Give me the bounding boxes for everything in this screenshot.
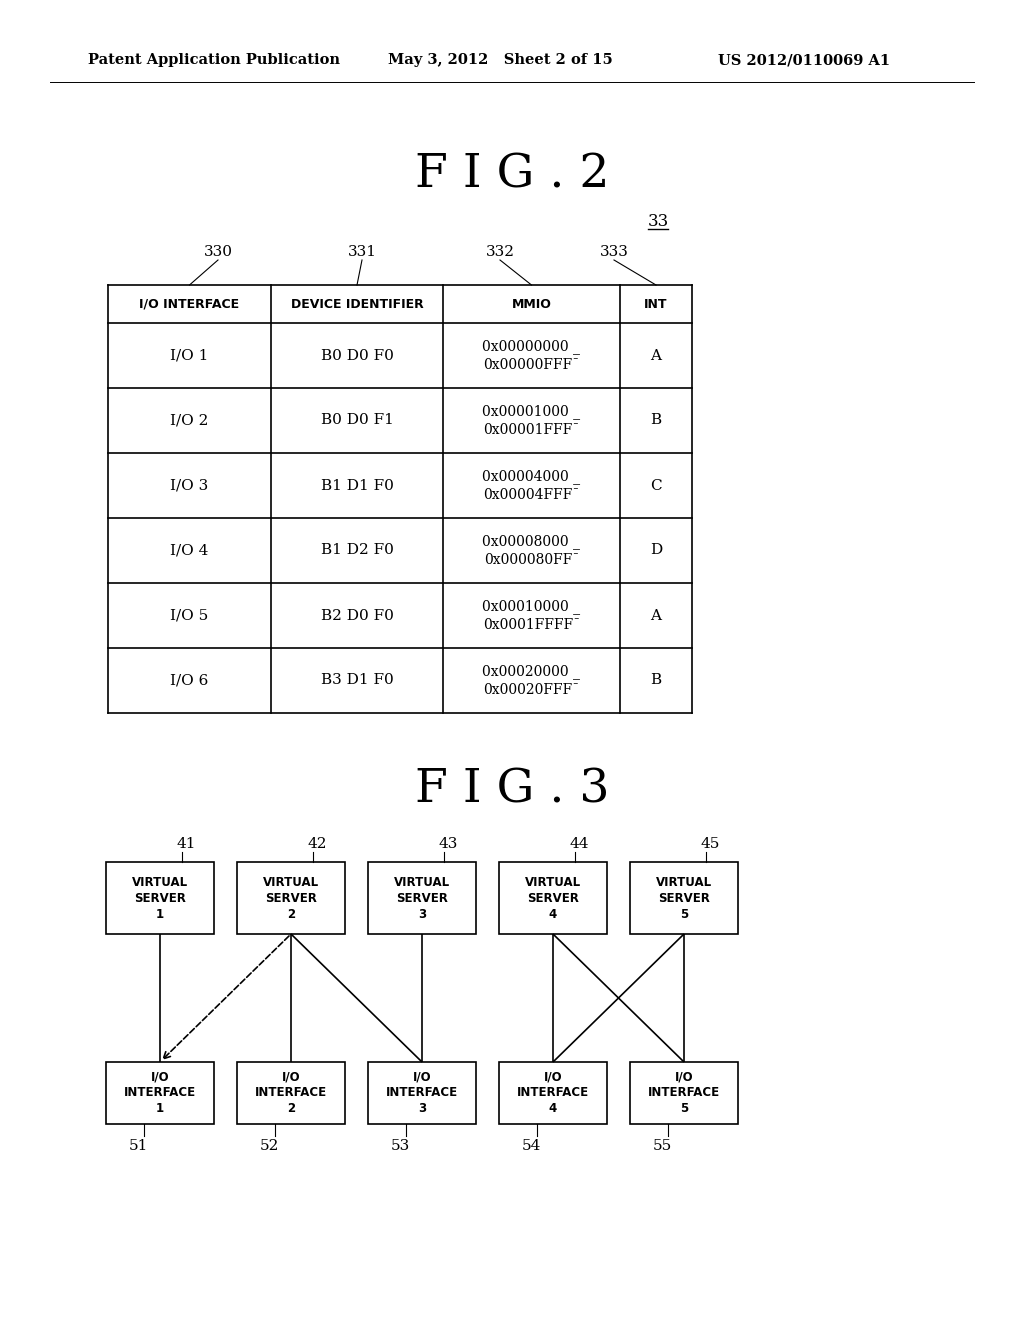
Text: 51: 51 bbox=[129, 1139, 148, 1152]
Text: 333: 333 bbox=[600, 246, 629, 259]
Text: VIRTUAL
SERVER
2: VIRTUAL SERVER 2 bbox=[263, 875, 319, 920]
Text: 332: 332 bbox=[485, 246, 514, 259]
Text: F I G . 2: F I G . 2 bbox=[415, 152, 609, 198]
Text: I/O 6: I/O 6 bbox=[170, 673, 209, 688]
Text: B0 D0 F0: B0 D0 F0 bbox=[321, 348, 393, 363]
Text: I/O INTERFACE: I/O INTERFACE bbox=[139, 297, 240, 310]
Text: B: B bbox=[650, 673, 662, 688]
Text: B2 D0 F0: B2 D0 F0 bbox=[321, 609, 393, 623]
Text: I/O 3: I/O 3 bbox=[170, 479, 209, 492]
Text: 54: 54 bbox=[522, 1139, 542, 1152]
Text: INT: INT bbox=[644, 297, 668, 310]
Bar bbox=[368, 1063, 476, 1125]
Text: B0 D0 F1: B0 D0 F1 bbox=[321, 413, 393, 428]
Text: I/O
INTERFACE
5: I/O INTERFACE 5 bbox=[648, 1071, 720, 1115]
Text: A: A bbox=[650, 609, 662, 623]
Bar bbox=[499, 862, 607, 935]
Text: 43: 43 bbox=[439, 837, 459, 851]
Text: 45: 45 bbox=[700, 837, 720, 851]
Text: B3 D1 F0: B3 D1 F0 bbox=[321, 673, 393, 688]
Text: I/O
INTERFACE
1: I/O INTERFACE 1 bbox=[124, 1071, 196, 1115]
Text: 33: 33 bbox=[647, 214, 669, 231]
Text: B1 D2 F0: B1 D2 F0 bbox=[321, 544, 393, 557]
Text: 0x00001000 _
0x00001FFF¯: 0x00001000 _ 0x00001FFF¯ bbox=[482, 404, 581, 437]
Text: 55: 55 bbox=[653, 1139, 673, 1152]
Text: VIRTUAL
SERVER
1: VIRTUAL SERVER 1 bbox=[132, 875, 188, 920]
Text: VIRTUAL
SERVER
5: VIRTUAL SERVER 5 bbox=[656, 875, 712, 920]
Text: 0x00000000 _
0x00000FFF¯: 0x00000000 _ 0x00000FFF¯ bbox=[482, 339, 581, 372]
Text: C: C bbox=[650, 479, 662, 492]
Text: MMIO: MMIO bbox=[512, 297, 552, 310]
Bar bbox=[368, 862, 476, 935]
Text: Patent Application Publication: Patent Application Publication bbox=[88, 53, 340, 67]
Bar bbox=[630, 1063, 738, 1125]
Text: I/O 5: I/O 5 bbox=[170, 609, 209, 623]
Bar bbox=[499, 1063, 607, 1125]
Text: I/O 4: I/O 4 bbox=[170, 544, 209, 557]
Text: VIRTUAL
SERVER
4: VIRTUAL SERVER 4 bbox=[525, 875, 581, 920]
Bar bbox=[237, 862, 345, 935]
Text: A: A bbox=[650, 348, 662, 363]
Text: 330: 330 bbox=[204, 246, 232, 259]
Text: 52: 52 bbox=[260, 1139, 280, 1152]
Text: 53: 53 bbox=[391, 1139, 411, 1152]
Text: 0x00008000 _
0x000080FF¯: 0x00008000 _ 0x000080FF¯ bbox=[482, 533, 581, 568]
Text: I/O
INTERFACE
2: I/O INTERFACE 2 bbox=[255, 1071, 327, 1115]
Text: 41: 41 bbox=[177, 837, 197, 851]
Text: I/O
INTERFACE
4: I/O INTERFACE 4 bbox=[517, 1071, 589, 1115]
Text: May 3, 2012   Sheet 2 of 15: May 3, 2012 Sheet 2 of 15 bbox=[388, 53, 612, 67]
Text: I/O
INTERFACE
3: I/O INTERFACE 3 bbox=[386, 1071, 458, 1115]
Text: F I G . 3: F I G . 3 bbox=[415, 767, 609, 813]
Bar bbox=[237, 1063, 345, 1125]
Bar bbox=[106, 862, 214, 935]
Text: I/O 2: I/O 2 bbox=[170, 413, 209, 428]
Text: 331: 331 bbox=[347, 246, 377, 259]
Text: DEVICE IDENTIFIER: DEVICE IDENTIFIER bbox=[291, 297, 423, 310]
Text: B1 D1 F0: B1 D1 F0 bbox=[321, 479, 393, 492]
Text: 44: 44 bbox=[569, 837, 590, 851]
Text: VIRTUAL
SERVER
3: VIRTUAL SERVER 3 bbox=[394, 875, 451, 920]
Text: 42: 42 bbox=[308, 837, 328, 851]
Text: US 2012/0110069 A1: US 2012/0110069 A1 bbox=[718, 53, 890, 67]
Text: 0x00010000 _
0x0001FFFF¯: 0x00010000 _ 0x0001FFFF¯ bbox=[482, 599, 581, 632]
Bar bbox=[630, 862, 738, 935]
Text: D: D bbox=[650, 544, 663, 557]
Text: 0x00004000 _
0x00004FFF¯: 0x00004000 _ 0x00004FFF¯ bbox=[482, 469, 581, 502]
Text: B: B bbox=[650, 413, 662, 428]
Text: 0x00020000 _
0x00020FFF¯: 0x00020000 _ 0x00020FFF¯ bbox=[482, 664, 581, 697]
Bar bbox=[106, 1063, 214, 1125]
Text: I/O 1: I/O 1 bbox=[170, 348, 209, 363]
